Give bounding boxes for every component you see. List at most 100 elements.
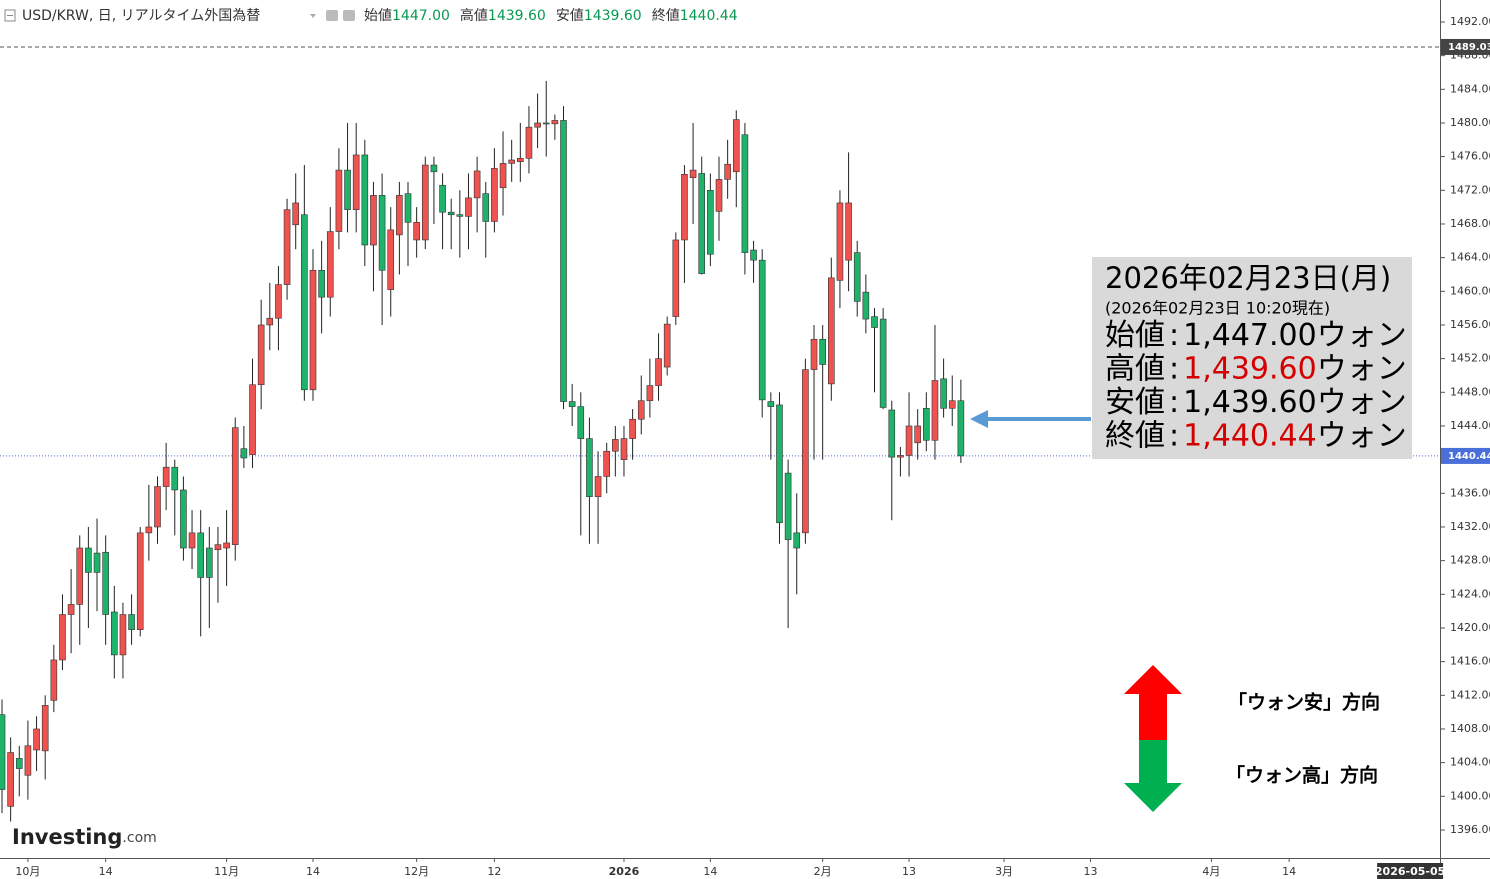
candle-body-down: [180, 489, 187, 549]
info-row-label: 終値: [1105, 418, 1165, 453]
header-ohlc-label: 始値: [364, 8, 392, 24]
info-row-value: 1,439.60: [1183, 351, 1317, 386]
settings-icon[interactable]: [326, 10, 338, 21]
candle-body-up: [914, 425, 921, 444]
y-tick-label: 1432.00: [1450, 520, 1490, 533]
y-tick-label: 1468.00: [1450, 217, 1490, 230]
candle-body-up: [136, 532, 144, 630]
y-tick-label: 1412.00: [1450, 688, 1490, 701]
candle-body-down: [361, 154, 369, 246]
x-tick-label: 2026-05-05: [1375, 865, 1445, 878]
info-row-label: 高値: [1105, 351, 1165, 386]
candle-body-up: [551, 120, 559, 125]
candle-body-up: [249, 384, 256, 455]
info-date: 2026年02月23日(月): [1105, 261, 1391, 295]
candle-body-up: [637, 400, 645, 420]
candle-body-down: [923, 407, 930, 441]
watermark: Investing.com: [12, 825, 157, 849]
x-tick-label: 11月: [214, 865, 239, 878]
candle-body-up: [119, 614, 127, 656]
y-tick-label: 1484.00: [1450, 82, 1490, 95]
y-tick-label: 1448.00: [1450, 385, 1490, 398]
x-tick-label: 4月: [1202, 865, 1220, 878]
candle-body-down: [102, 551, 109, 615]
candle-body-down: [871, 316, 878, 328]
candle-body-down: [542, 122, 550, 125]
info-row-unit: ウォン: [1317, 418, 1407, 453]
candle-body-up: [836, 202, 844, 281]
y-tick-label: 1416.00: [1450, 655, 1490, 668]
y-tick-label: 1396.00: [1450, 823, 1490, 836]
candle-body-up: [41, 705, 49, 752]
info-box: [1092, 257, 1412, 459]
symbol-dropdown[interactable]: [310, 14, 316, 18]
candle-body-down: [15, 758, 23, 769]
y-tick-label: 1476.00: [1450, 150, 1490, 163]
watermark-brand: Investing: [12, 825, 122, 849]
up-arrow: [1124, 665, 1182, 740]
candle-body-down: [750, 249, 757, 261]
candle-body-up: [663, 323, 671, 368]
candle-body-down: [439, 184, 446, 213]
candle-body-up: [387, 229, 395, 290]
candle-body-up: [948, 400, 956, 409]
candle-body-up: [473, 170, 481, 199]
candle-body-up: [413, 221, 420, 241]
close-icon[interactable]: [343, 10, 355, 21]
candle-body-down: [301, 214, 308, 391]
info-row-sep: :: [1169, 318, 1179, 353]
candle-body-up: [283, 209, 291, 285]
candle-body-up: [309, 269, 317, 391]
candle-body-up: [145, 526, 153, 534]
candle-body-up: [7, 752, 14, 807]
candle-body-up: [603, 450, 610, 477]
candle-body-up: [257, 324, 265, 386]
y-tick-label: 1404.00: [1450, 756, 1490, 769]
symbol-title: USD/KRW, 日, リアルタイム外国為替: [22, 8, 260, 24]
info-row-value: 1,439.60: [1183, 385, 1317, 420]
candle-body-down: [767, 401, 775, 407]
info-row: 終値:1,440.44ウォン: [1105, 418, 1407, 453]
candle-body-up: [672, 239, 680, 317]
candle-body-down: [560, 120, 567, 402]
info-row-label: 安値: [1105, 385, 1165, 420]
x-tick-label: 2026: [609, 865, 640, 878]
collapse-icon[interactable]: [4, 9, 16, 22]
candle-body-up: [214, 544, 222, 550]
price-label: 1489.03: [1448, 42, 1490, 53]
candle-body-up: [491, 168, 498, 222]
info-row-unit: ウォン: [1317, 351, 1407, 386]
plot-area: [0, 46, 1440, 822]
candle-body-down: [784, 472, 792, 540]
candle-body-up: [845, 202, 852, 261]
candle-body-up: [732, 119, 740, 173]
candle-body-up: [188, 532, 196, 549]
info-row-sep: :: [1169, 418, 1179, 453]
candle-body-up: [326, 231, 334, 298]
candle-body-down: [957, 400, 965, 457]
candle-body-up: [810, 338, 818, 370]
candle-body-up: [715, 179, 723, 212]
candle-body-up: [223, 542, 230, 549]
candle-body-up: [275, 284, 282, 319]
x-tick-label: 2月: [814, 865, 832, 878]
candle-body-up: [154, 486, 161, 528]
axes: 1396.00 1400.00 1404.00 1408.00 1412.00 1416.…: [15, 15, 1490, 879]
header-ohlc-value: 1439.60: [488, 8, 546, 24]
x-tick-highlight: [1377, 863, 1444, 879]
y-tick-label: 1420.00: [1450, 621, 1490, 634]
candle-body-up: [396, 195, 403, 236]
y-tick-label: 1436.00: [1450, 486, 1490, 499]
candle-body-up: [594, 476, 602, 497]
info-row: 始値:1,447.00ウォン: [1105, 318, 1407, 353]
candle-body-down: [793, 532, 801, 549]
info-row-unit: ウォン: [1317, 318, 1407, 353]
info-row-value: 1,440.44: [1183, 418, 1317, 453]
x-tick-label: 14: [306, 865, 320, 878]
candle-body-down: [206, 547, 213, 578]
candle-body-up: [534, 122, 541, 128]
candle-body-up: [465, 197, 472, 217]
candle-body-up: [646, 385, 654, 402]
x-tick-label: 13: [902, 865, 916, 878]
